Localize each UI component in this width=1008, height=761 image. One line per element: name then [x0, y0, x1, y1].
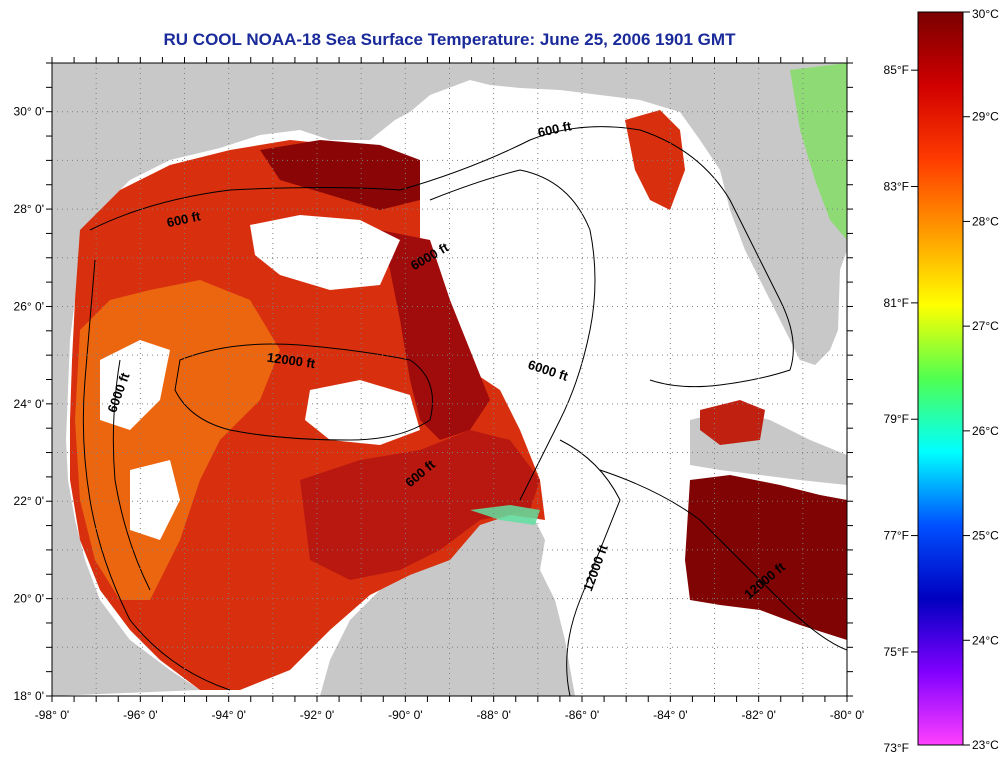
- axis-ticks: [46, 57, 853, 702]
- cloud-gap-north: [250, 215, 400, 290]
- cloud-gap-center: [305, 380, 420, 445]
- lon-tick-label: -96° 0': [123, 708, 157, 722]
- cb-label-c: 28°C: [972, 214, 999, 228]
- contour-label: 600 ft: [536, 118, 573, 140]
- cb-label-c: 29°C: [972, 110, 999, 124]
- lon-tick-labels: -98° 0' -96° 0' -94° 0' -92° 0' -90° 0' -88° …: [35, 708, 864, 722]
- lat-tick-label: 30° 0': [14, 105, 44, 119]
- lat-tick-label: 22° 0': [14, 494, 44, 508]
- lat-tick-label: 18° 0': [14, 689, 44, 703]
- lon-tick-label: -88° 0': [476, 708, 510, 722]
- sst-south-central: [300, 430, 540, 580]
- lat-tick-label: 26° 0': [14, 299, 44, 313]
- lon-tick-label: -82° 0': [741, 708, 775, 722]
- sst-hot-central: [380, 230, 490, 440]
- graticule: [52, 63, 847, 696]
- lat-tick-label: 28° 0': [14, 202, 44, 216]
- lon-tick-label: -92° 0': [300, 708, 334, 722]
- lon-tick-label: -86° 0': [565, 708, 599, 722]
- cb-label-c: 24°C: [972, 633, 999, 647]
- lon-tick-label: -80° 0': [830, 708, 864, 722]
- map-title: RU COOL NOAA-18 Sea Surface Temperature:…: [163, 30, 736, 49]
- cb-label-f: 79°F: [884, 412, 909, 426]
- sst-caribbean: [685, 475, 847, 640]
- colorbar-celsius-labels: 30°C 29°C 28°C 27°C 26°C 25°C 24°C 23°C: [963, 7, 999, 752]
- lon-tick-label: -84° 0': [653, 708, 687, 722]
- sst-atlantic: [790, 63, 847, 240]
- cb-label-c: 25°C: [972, 529, 999, 543]
- land-texas-mexico: [52, 63, 470, 696]
- sst-hot-north: [260, 140, 420, 210]
- lat-tick-labels: 30° 0' 28° 0' 26° 0' 24° 0' 22° 0' 20° 0' 18° …: [14, 105, 44, 703]
- lat-tick-label: 24° 0': [14, 397, 44, 411]
- cb-label-f: 81°F: [884, 296, 909, 310]
- land-florida: [470, 63, 847, 365]
- land-yucatan: [320, 510, 575, 696]
- cloud-gap-west: [100, 340, 170, 430]
- cb-label-f: 83°F: [884, 180, 909, 194]
- sst-keys-strip: [700, 400, 765, 445]
- sst-florida-shelf: [625, 110, 685, 210]
- cb-label-c: 30°C: [972, 7, 999, 21]
- lon-tick-label: -98° 0': [35, 708, 69, 722]
- lat-tick-label: 20° 0': [14, 592, 44, 606]
- colorbar-fahrenheit-labels: 85°F 83°F 81°F 79°F 77°F 75°F 73°F: [884, 63, 918, 755]
- cb-label-f: 77°F: [884, 529, 909, 543]
- lon-tick-label: -94° 0': [211, 708, 245, 722]
- cb-label-c: 27°C: [972, 319, 999, 333]
- cb-label-f: 73°F: [884, 741, 909, 755]
- cb-label-c: 23°C: [972, 738, 999, 752]
- contour-label: 12000 ft: [266, 350, 317, 372]
- contour-label: 600 ft: [165, 208, 202, 230]
- cloud-gap-sw: [130, 460, 180, 540]
- cb-label-f: 75°F: [884, 645, 909, 659]
- sst-yucatan-coast: [470, 505, 540, 525]
- cb-label-c: 26°C: [972, 424, 999, 438]
- lon-tick-label: -90° 0': [388, 708, 422, 722]
- cb-label-f: 85°F: [884, 63, 909, 77]
- colorbar: [917, 11, 964, 746]
